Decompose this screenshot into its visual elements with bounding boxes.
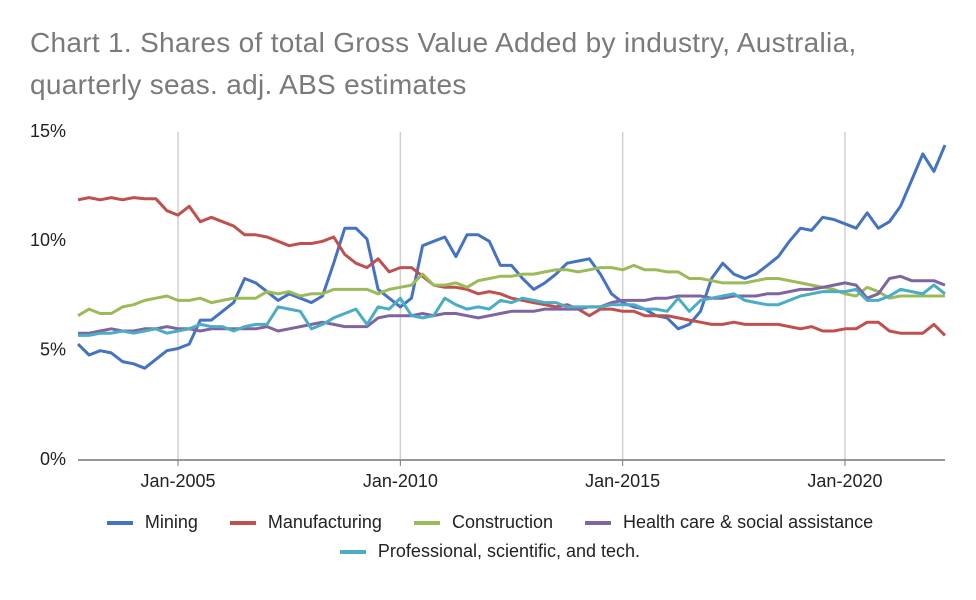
- series-line: [77, 263, 945, 317]
- x-tick-label: Jan-2010: [363, 471, 438, 491]
- legend-item: Construction: [413, 512, 554, 533]
- legend-swatch: [106, 520, 133, 525]
- legend-label: Manufacturing: [267, 512, 382, 532]
- series-line: [78, 274, 946, 335]
- legend-item: Professional, scientific, and tech.: [339, 541, 641, 562]
- series-line: [78, 283, 946, 337]
- x-tick-label: Jan-2015: [585, 471, 660, 491]
- legend-label: Mining: [144, 512, 198, 532]
- series-line: [76, 144, 947, 370]
- x-tick-label: Jan-2005: [141, 471, 216, 491]
- chart-title: Chart 1. Shares of total Gross Value Add…: [30, 27, 857, 100]
- legend-item: Health care & social assistance: [585, 512, 873, 533]
- y-tick-label: 15%: [30, 121, 66, 141]
- legend: Mining Manufacturing Construction Health ca…: [60, 512, 920, 562]
- legend-swatch: [585, 520, 612, 525]
- series-line: [77, 196, 947, 337]
- legend-label: Construction: [451, 512, 554, 532]
- legend-label: Professional, scientific, and tech.: [377, 541, 641, 561]
- y-tick-label: 5%: [40, 339, 66, 359]
- legend-swatch: [229, 520, 256, 525]
- legend-swatch: [339, 549, 366, 554]
- legend-item: Mining: [106, 512, 198, 533]
- y-tick-label: 0%: [40, 449, 66, 469]
- legend-item: Manufacturing: [229, 512, 382, 533]
- legend-swatch: [413, 520, 440, 525]
- y-tick-label: 10%: [30, 230, 66, 250]
- x-tick-label: Jan-2020: [807, 471, 882, 491]
- legend-label: Health care & social assistance: [623, 512, 874, 532]
